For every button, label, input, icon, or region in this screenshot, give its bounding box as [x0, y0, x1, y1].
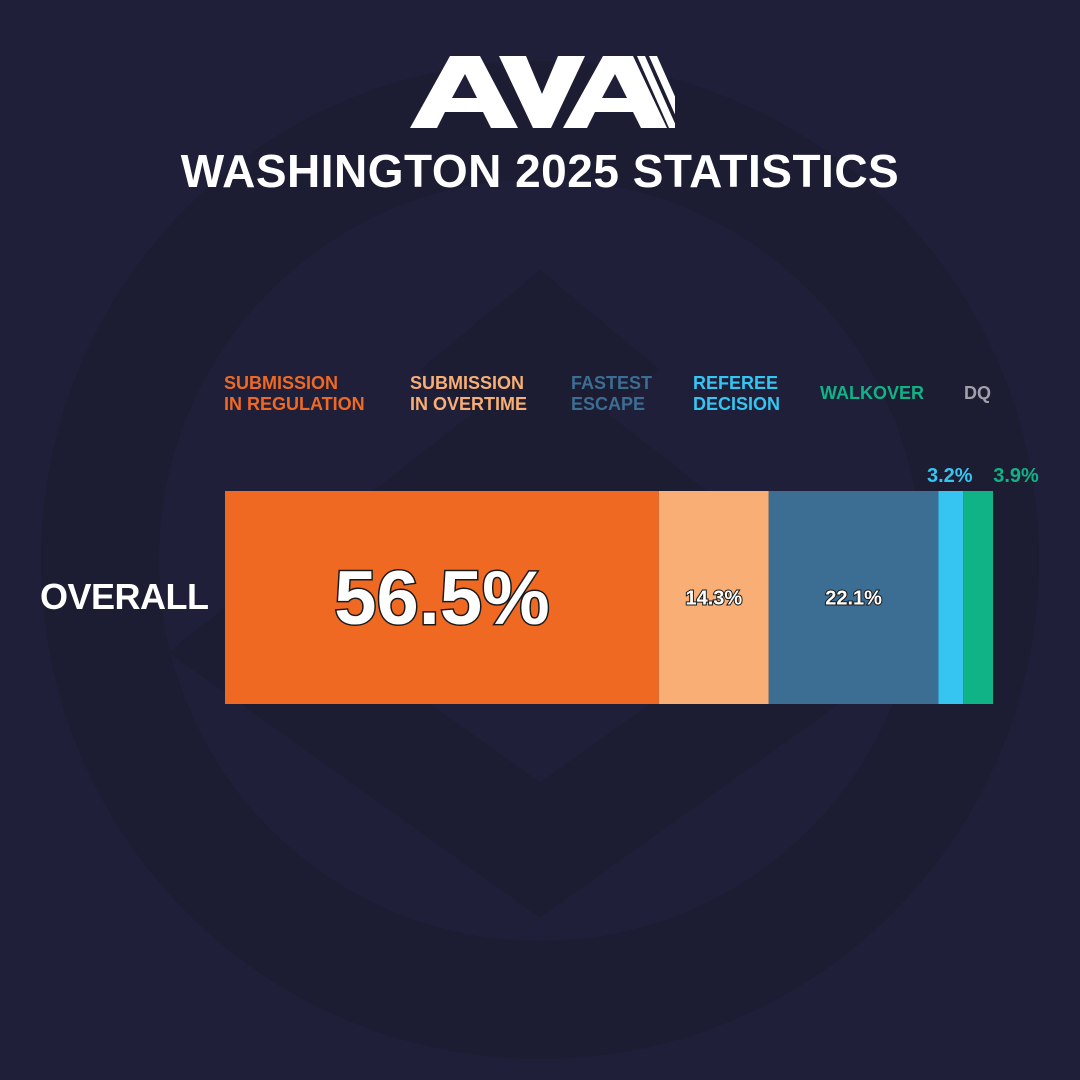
bar-segment-submission-overtime: [658, 491, 769, 704]
legend-submission-regulation: SUBMISSION IN REGULATION: [224, 373, 365, 414]
data-label-referee-decision: 3.2%: [927, 465, 973, 487]
legend-submission-overtime: SUBMISSION IN OVERTIME: [410, 373, 528, 414]
legend-fastest-escape: FASTEST ESCAPE: [571, 373, 653, 414]
legend-referee-decision: REFEREE DECISION: [693, 373, 781, 414]
data-label-submission-regulation: 56.5%: [334, 556, 550, 641]
bar-segment-fastest-escape: [768, 491, 939, 704]
data-label-submission-overtime: 14.3%: [685, 588, 742, 610]
bar-segment-referee-decision: [938, 491, 964, 704]
chart-title: WASHINGTON 2025 STATISTICS: [180, 145, 900, 197]
bar-segment-submission-regulation: [225, 491, 659, 704]
data-label-fastest-escape: 22.1%: [825, 588, 882, 610]
legend-dq: DQ: [964, 383, 991, 403]
legend-walkover: WALKOVER: [820, 383, 925, 403]
category-label-overall: OVERALL: [40, 576, 209, 617]
data-label-walkover: 3.9%: [993, 465, 1039, 487]
bar-segment-walkover: [963, 491, 993, 704]
ava-logo: [410, 56, 675, 128]
